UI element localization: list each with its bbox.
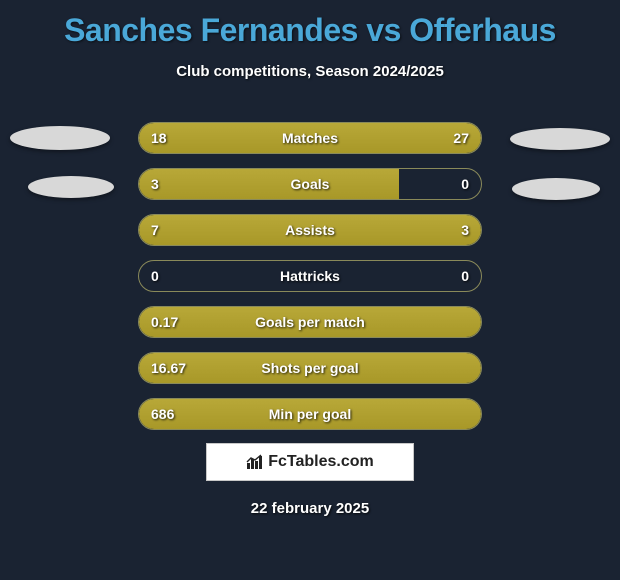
page-subtitle: Club competitions, Season 2024/2025 [0,63,620,80]
player-right-ellipse-2 [512,178,600,200]
stat-row: 0.17Goals per match [138,306,482,338]
page-title: Sanches Fernandes vs Offerhaus [0,0,620,49]
stat-row: 00Hattricks [138,260,482,292]
stat-label: Matches [139,123,481,153]
stat-label: Hattricks [139,261,481,291]
player-left-ellipse-2 [28,176,114,198]
stat-row: 1827Matches [138,122,482,154]
stat-label: Min per goal [139,399,481,429]
stat-row: 30Goals [138,168,482,200]
stat-row: 73Assists [138,214,482,246]
date-label: 22 february 2025 [0,500,620,517]
stat-row: 16.67Shots per goal [138,352,482,384]
brand-chart-icon [246,453,264,471]
stats-bars: 1827Matches 30Goals 73Assists 00Hattricks 0.… [138,122,482,444]
stat-label: Shots per goal [139,353,481,383]
brand-box[interactable]: FcTables.com [206,443,414,481]
brand-label: FcTables.com [268,453,374,471]
stat-label: Goals per match [139,307,481,337]
player-left-ellipse-1 [10,126,110,150]
stat-label: Goals [139,169,481,199]
player-right-ellipse-1 [510,128,610,150]
stat-label: Assists [139,215,481,245]
stat-row: 686Min per goal [138,398,482,430]
